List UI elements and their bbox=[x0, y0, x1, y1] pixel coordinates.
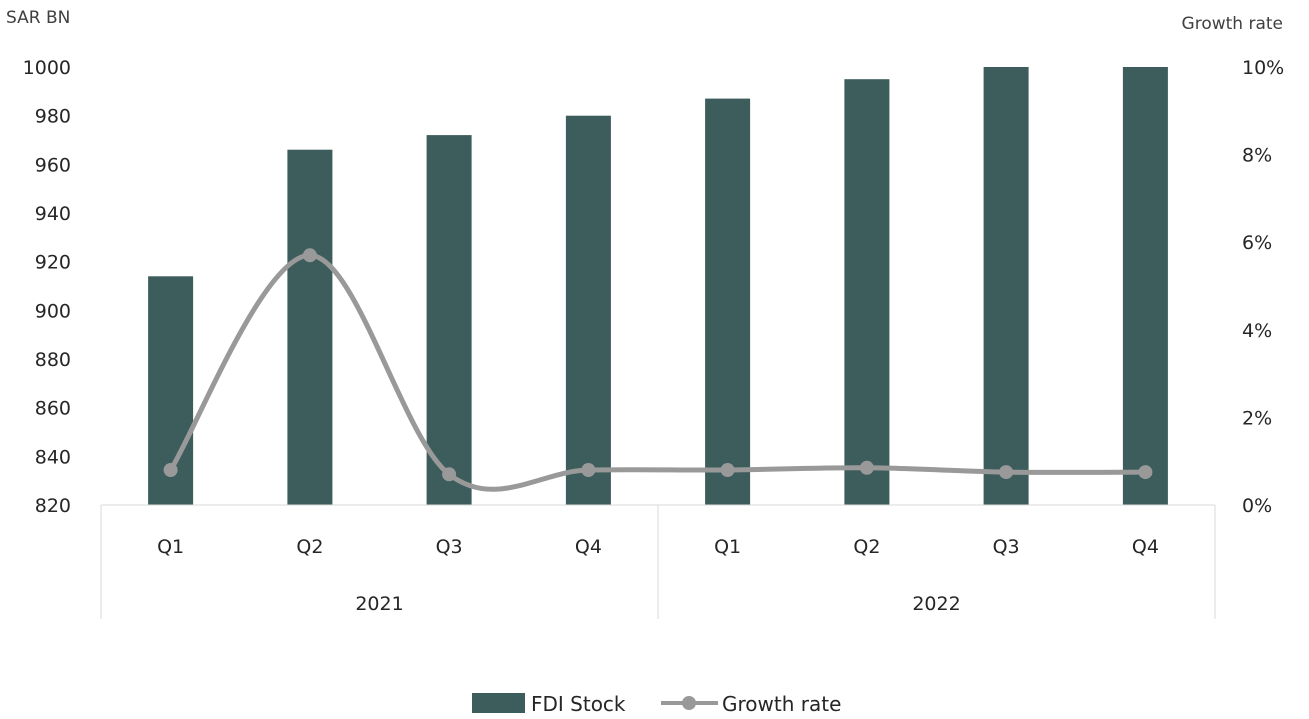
growth-rate-point-8 bbox=[1138, 465, 1153, 480]
growth-rate-point-1 bbox=[163, 463, 178, 477]
x-tick-1: Q2 bbox=[296, 536, 323, 558]
bar-7 bbox=[983, 67, 1029, 505]
growth-rate-point-5 bbox=[720, 463, 735, 477]
bar-3 bbox=[426, 135, 472, 505]
legend-swatch-fdi-stock bbox=[472, 693, 525, 713]
bar-2 bbox=[287, 149, 333, 505]
growth-rate-point-3 bbox=[442, 467, 457, 482]
legend-label-growth-rate: Growth rate bbox=[722, 692, 841, 716]
y-left-tick-1: 980 bbox=[35, 106, 71, 128]
legend-marker-growth-rate bbox=[682, 696, 696, 710]
x-tick-2: Q3 bbox=[436, 536, 463, 558]
axes-layer: SAR BN Growth rate bbox=[6, 8, 1283, 619]
growth-rate-point-7 bbox=[999, 465, 1014, 480]
y-left-tick-7: 860 bbox=[35, 398, 71, 420]
y-right-tick-0: 10% bbox=[1242, 57, 1284, 79]
y-left-tick-5: 900 bbox=[35, 300, 71, 322]
x-tick-0: Q1 bbox=[157, 536, 184, 558]
left-axis-title: SAR BN bbox=[6, 8, 70, 28]
x-tick-6: Q3 bbox=[993, 536, 1020, 558]
group-label-1: 2022 bbox=[912, 593, 960, 615]
bar-6 bbox=[844, 79, 890, 505]
line-layer bbox=[163, 248, 1153, 492]
x-tick-4: Q1 bbox=[714, 536, 741, 558]
ticks-layer: 1000 980 960 940 920 900 880 860 840 820 10% 8% 6% 4%… bbox=[23, 57, 1285, 615]
x-tick-5: Q2 bbox=[853, 536, 880, 558]
bar-4 bbox=[565, 115, 611, 505]
y-right-tick-5: 0% bbox=[1242, 495, 1272, 517]
bar-8 bbox=[1122, 67, 1168, 505]
bars-layer bbox=[148, 67, 1168, 505]
y-left-tick-0: 1000 bbox=[23, 57, 71, 79]
y-left-tick-9: 820 bbox=[35, 495, 71, 517]
y-left-tick-2: 960 bbox=[35, 154, 71, 176]
growth-rate-point-2 bbox=[302, 248, 317, 263]
growth-rate-point-4 bbox=[581, 463, 596, 477]
y-right-tick-3: 4% bbox=[1242, 320, 1272, 342]
y-left-tick-6: 880 bbox=[35, 349, 71, 371]
group-label-0: 2021 bbox=[355, 593, 403, 615]
y-left-tick-8: 840 bbox=[35, 446, 71, 468]
y-left-tick-4: 920 bbox=[35, 252, 71, 274]
growth-rate-point-6 bbox=[859, 460, 874, 475]
right-axis-title: Growth rate bbox=[1182, 14, 1283, 34]
y-left-tick-3: 940 bbox=[35, 203, 71, 225]
bar-5 bbox=[705, 98, 751, 505]
y-right-tick-2: 6% bbox=[1242, 232, 1272, 254]
legend-label-fdi-stock: FDI Stock bbox=[531, 692, 626, 716]
y-right-tick-1: 8% bbox=[1242, 145, 1272, 167]
y-right-tick-4: 2% bbox=[1242, 407, 1272, 429]
legend: FDI Stock Growth rate bbox=[472, 692, 841, 716]
x-tick-7: Q4 bbox=[1132, 536, 1159, 558]
x-tick-3: Q4 bbox=[575, 536, 602, 558]
